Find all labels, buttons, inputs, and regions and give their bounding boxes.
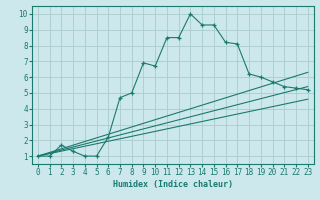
X-axis label: Humidex (Indice chaleur): Humidex (Indice chaleur): [113, 180, 233, 189]
